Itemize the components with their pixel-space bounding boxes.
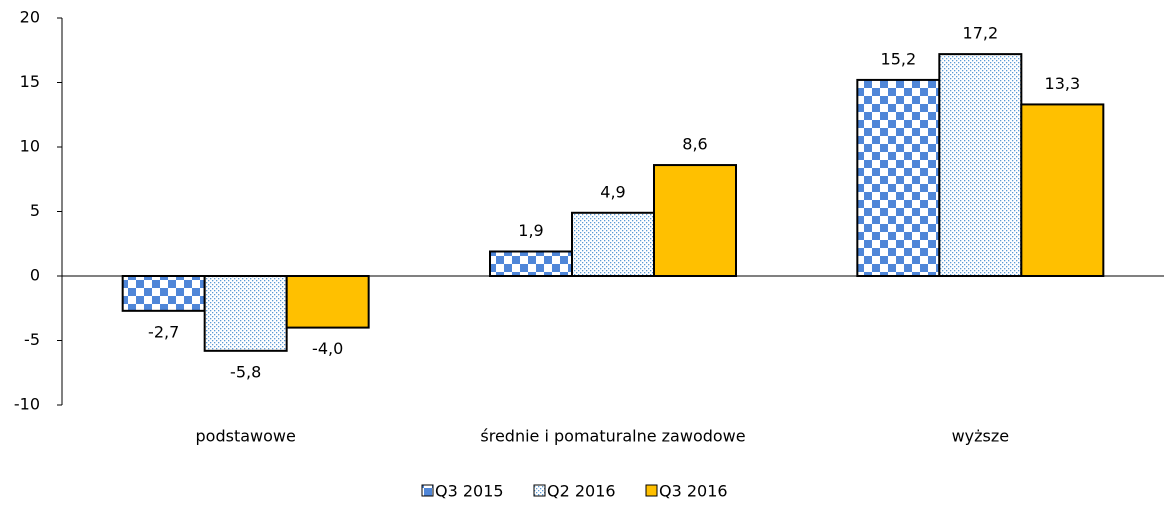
bar (1020, 103, 1105, 278)
x-tick-label: wyższe (952, 427, 1010, 446)
y-tick-label: 20 (20, 8, 40, 27)
bar (653, 164, 737, 277)
y-tick-label: 15 (20, 72, 40, 91)
legend-label: Q3 2016 (659, 482, 728, 501)
bar (856, 78, 941, 277)
value-label: -5,8 (230, 362, 261, 381)
legend-swatch (421, 484, 434, 497)
value-label: -4,0 (312, 339, 343, 358)
legend-swatch (645, 484, 658, 497)
y-tick-label: 10 (20, 137, 40, 156)
value-label: -2,7 (148, 322, 179, 341)
value-label: 15,2 (881, 49, 917, 68)
value-label: 13,3 (1045, 74, 1081, 93)
y-tick-label: -10 (14, 395, 40, 414)
bar (121, 275, 206, 312)
legend-swatch (533, 484, 546, 497)
bar (938, 53, 1023, 278)
bar (285, 275, 370, 329)
bar (489, 250, 573, 278)
bar (203, 275, 288, 352)
legend-label: Q3 2015 (435, 482, 504, 501)
value-label: 1,9 (518, 221, 543, 240)
value-label: 8,6 (682, 135, 707, 154)
bar (571, 211, 655, 277)
y-tick-label: -5 (24, 330, 40, 349)
y-tick-label: 0 (30, 266, 40, 285)
value-label: 17,2 (963, 24, 999, 43)
y-tick-label: 5 (30, 201, 40, 220)
value-label: 4,9 (600, 182, 625, 201)
x-tick-label: podstawowe (196, 427, 296, 446)
legend-label: Q2 2016 (547, 482, 616, 501)
x-tick-label: średnie i pomaturalne zawodowe (480, 427, 745, 446)
